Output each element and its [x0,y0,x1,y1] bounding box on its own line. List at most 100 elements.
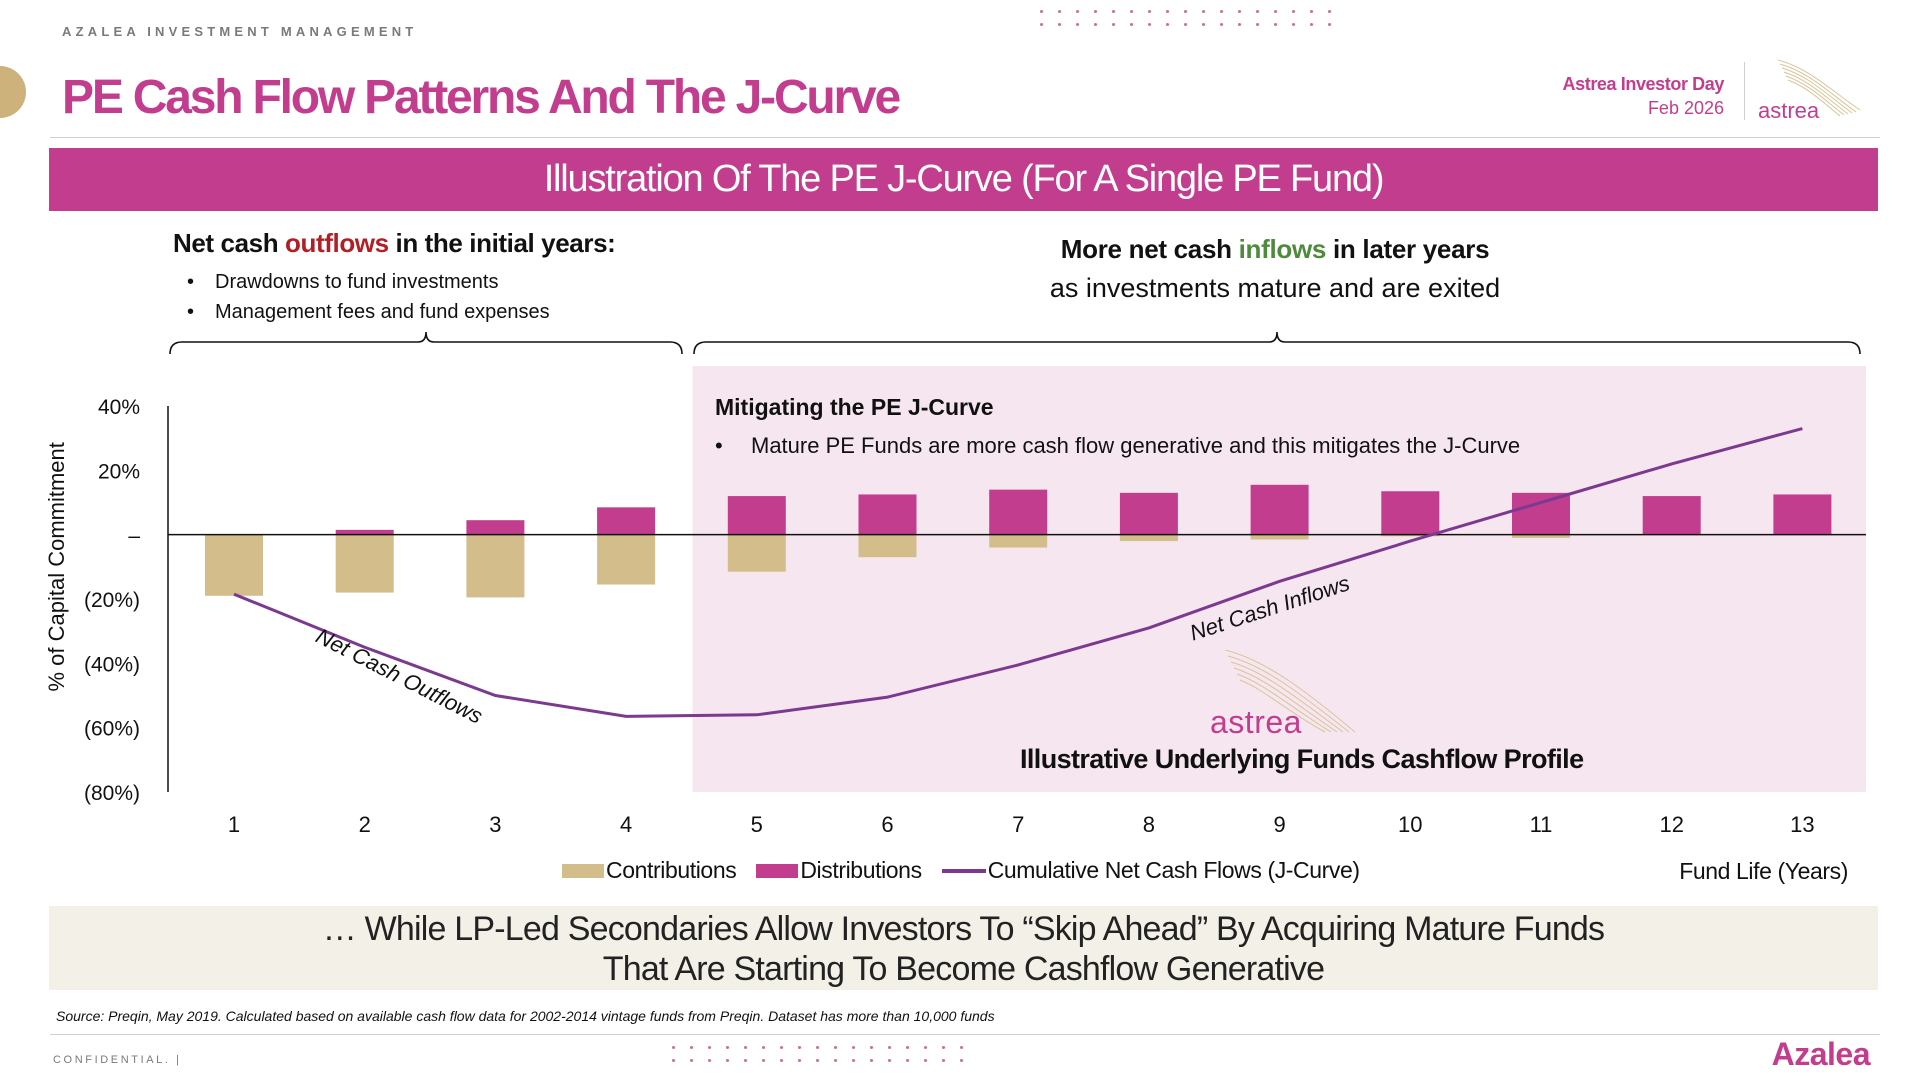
inflows-note-sub: as investments mature and are exited [1049,273,1501,303]
outflows-heading-post: in the initial years: [388,228,616,258]
y-tick-label: 20% [98,460,140,483]
astrea-logo-text: astrea [1758,98,1820,122]
watermark-text: astrea [1210,704,1302,740]
y-tick-label: (40%) [84,653,140,676]
x-tick-label: 11 [1530,812,1553,837]
bar-contribution [466,534,525,598]
x-tick-label: 10 [1398,812,1422,837]
annotation-inflows: Net Cash Inflows [1187,570,1353,645]
bar-distribution [466,520,525,535]
chart-caption: Illustrative Underlying Funds Cashflow P… [1020,744,1584,774]
x-tick-label: 2 [359,812,371,837]
outflows-heading-pre: Net cash [173,228,286,258]
y-tick-label: (60%) [84,718,140,741]
decorative-dots-top [1040,10,1346,26]
inflows-note: More net cash inflows in later years as … [960,234,1590,304]
bar-distribution [597,507,656,535]
outflows-bullets: Drawdowns to fund investments Management… [173,267,615,327]
watermark-logo-icon [1225,650,1356,733]
braces [169,331,1861,355]
annotation-outflows: Net Cash Outflows [312,623,487,729]
decorative-dots-bottom [672,1046,978,1062]
bar-distribution [1381,491,1440,535]
y-tick-label: 40% [98,396,140,419]
bar-distribution [335,529,394,535]
x-axis-title: Fund Life (Years) [1679,858,1848,884]
bar-contribution [205,534,263,596]
inflows-note-heading: More net cash inflows in later years [960,234,1590,265]
mitigation-bullet: Mature PE Funds are more cash flow gener… [715,433,1520,459]
y-tick-label: – [128,525,140,548]
y-tick-label: (20%) [84,589,140,612]
takeaway-box: … While LP-Led Secondaries Allow Investo… [49,906,1878,990]
company-name: AZALEA INVESTMENT MANAGEMENT [62,24,418,39]
bar-contribution [597,534,656,585]
outflows-heading-highlight: outflows [285,228,389,258]
bar-contribution [1512,534,1570,538]
x-tick-label: 3 [489,812,501,837]
takeaway-line-1: … While LP-Led Secondaries Allow Investo… [322,910,1605,948]
takeaway-line-2: That Are Starting To Become Cashflow Gen… [602,950,1325,988]
event-name: Astrea Investor Day [1562,74,1725,94]
x-tick-label: 6 [881,812,893,837]
y-axis-labels: 40% 20% – (20%) (40%) (60%) (80%) [84,396,140,805]
brace-inflows [693,331,1861,355]
x-tick-label: 12 [1659,812,1683,837]
bar-contribution [858,534,917,558]
bar-contribution [335,534,394,593]
j-curve-line [233,427,1803,718]
bar-distribution [727,496,786,535]
chart-legend: Contributions Distributions Cumulative N… [562,857,1380,884]
inflows-heading-highlight: inflows [1238,234,1327,264]
y-axis-title: % of Capital Commitment [44,442,69,691]
inflows-heading-post: in later years [1326,234,1490,264]
bar-distribution [1642,496,1701,535]
mitigation-title: Mitigating the PE J-Curve [715,394,994,420]
list-item: Management fees and fund expenses [173,297,615,327]
event-block: Astrea Investor Day Feb 2026 [1562,72,1725,120]
bar-contribution [1119,534,1178,542]
mitigation-box: Mitigating the PE J-Curve Mature PE Fund… [715,394,1520,459]
bar-contribution [727,534,786,572]
x-tick-label: 1 [228,812,240,837]
inflows-heading-pre: More net cash [1060,234,1239,264]
astrea-logo-mark [1777,59,1861,117]
outflows-note: Net cash outflows in the initial years: … [173,228,616,327]
astrea-logo: astrea [1758,59,1861,122]
event-date: Feb 2026 [1647,98,1724,118]
x-tick-label: 9 [1273,812,1285,837]
bar-distribution [1512,492,1570,535]
legend-item-contributions: Contributions [562,857,737,884]
decorative-circle [0,66,26,118]
page-title: PE Cash Flow Patterns And The J-Curve [62,71,901,124]
bar-distribution [858,494,917,535]
legend-item-cumulative: Cumulative Net Cash Flows (J-Curve) [941,857,1360,884]
footer-rule [50,1034,1880,1035]
legend-label-contributions: Contributions [606,857,737,883]
legend-label-cumulative: Cumulative Net Cash Flows (J-Curve) [987,857,1360,883]
legend-item-distributions: Distributions [756,857,922,884]
x-tick-label: 13 [1790,812,1814,837]
legend-swatch-contributions [562,863,604,878]
bar-distribution [1250,484,1309,535]
confidential-label: CONFIDENTIAL. | [53,1054,182,1066]
bar-contribution [1381,534,1440,537]
brace-outflows [169,331,683,355]
x-axis-labels: 1 2 3 4 5 6 7 8 9 10 11 12 13 [228,812,1815,837]
legend-swatch-cumulative [941,868,986,873]
bar-distribution [989,489,1048,535]
bars [205,484,1832,598]
x-tick-label: 8 [1143,812,1155,837]
list-item: Drawdowns to fund investments [173,267,615,297]
bar-distribution [1773,494,1832,535]
legend-label-distributions: Distributions [800,857,922,883]
source-note: Source: Preqin, May 2019. Calculated bas… [56,1008,995,1024]
y-tick-label: (80%) [84,782,140,805]
section-banner: Illustration Of The PE J-Curve (For A Si… [49,148,1878,211]
outflows-note-heading: Net cash outflows in the initial years: [173,228,616,259]
x-tick-label: 4 [620,812,632,837]
header-divider [1744,62,1745,120]
x-tick-label: 7 [1012,812,1024,837]
bar-distribution [1119,492,1178,535]
title-rule [50,137,1880,138]
